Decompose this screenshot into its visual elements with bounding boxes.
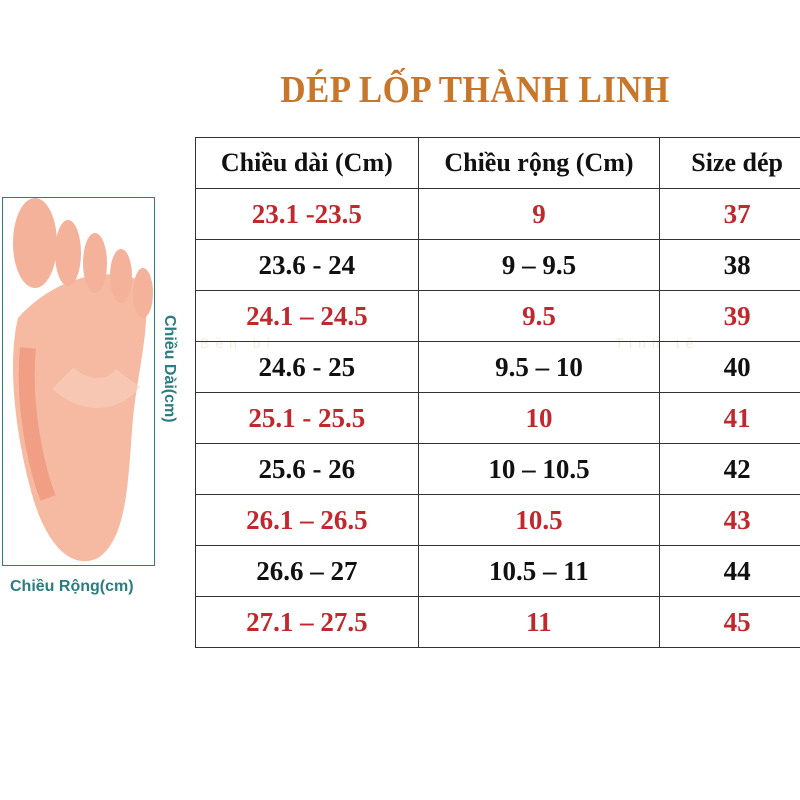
- cell-width: 10 – 10.5: [417, 443, 661, 495]
- cell-length: 27.1 – 27.5: [195, 596, 419, 648]
- cell-length: 23.6 - 24: [195, 239, 419, 291]
- cell-length: 25.1 - 25.5: [195, 392, 419, 444]
- table-row: 23.1 -23.5 9 37: [195, 188, 800, 240]
- foot-icon: [13, 198, 153, 562]
- page-title: DÉP LỐP THÀNH LINH: [280, 69, 670, 111]
- cell-length: 23.1 -23.5: [195, 188, 419, 240]
- cell-size: 44: [659, 545, 800, 597]
- cell-width: 11: [417, 596, 661, 648]
- cell-width: 9.5 – 10: [417, 341, 661, 393]
- cell-width: 10: [417, 392, 661, 444]
- cell-width: 9: [417, 188, 661, 240]
- cell-size: 41: [659, 392, 800, 444]
- table-row: 23.6 - 24 9 – 9.5 38: [195, 239, 800, 291]
- cell-size: 40: [659, 341, 800, 393]
- cell-length: 24.6 - 25: [195, 341, 419, 393]
- header-size: Size dép: [659, 137, 800, 189]
- size-table: Chiều dài (Cm) Chiều rộng (Cm) Size dép …: [195, 137, 800, 648]
- cell-width: 9 – 9.5: [417, 239, 661, 291]
- table-row: 26.1 – 26.5 10.5 43: [195, 494, 800, 546]
- cell-width: 9.5: [417, 290, 661, 342]
- table-row: 24.1 – 24.5 9.5 39: [195, 290, 800, 342]
- cell-length: 25.6 - 26: [195, 443, 419, 495]
- cell-size: 43: [659, 494, 800, 546]
- table-row: 27.1 – 27.5 11 45: [195, 596, 800, 648]
- cell-length: 26.6 – 27: [195, 545, 419, 597]
- cell-width: 10.5: [417, 494, 661, 546]
- cell-size: 37: [659, 188, 800, 240]
- table-row: 24.6 - 25 9.5 – 10 40: [195, 341, 800, 393]
- cell-size: 45: [659, 596, 800, 648]
- cell-size: 42: [659, 443, 800, 495]
- cell-width: 10.5 – 11: [417, 545, 661, 597]
- header-width: Chiều rộng (Cm): [417, 137, 661, 189]
- table-row: 25.6 - 26 10 – 10.5 42: [195, 443, 800, 495]
- width-label: Chiều Rộng(cm): [10, 578, 134, 595]
- cell-size: 39: [659, 290, 800, 342]
- cell-length: 24.1 – 24.5: [195, 290, 419, 342]
- foot-diagram: [2, 197, 155, 566]
- cell-size: 38: [659, 239, 800, 291]
- table-row: 26.6 – 27 10.5 – 11 44: [195, 545, 800, 597]
- table-row: 25.1 - 25.5 10 41: [195, 392, 800, 444]
- table-header-row: Chiều dài (Cm) Chiều rộng (Cm) Size dép: [195, 137, 800, 189]
- cell-length: 26.1 – 26.5: [195, 494, 419, 546]
- length-label: Chiều Dài(cm): [161, 315, 178, 423]
- header-length: Chiều dài (Cm): [195, 137, 419, 189]
